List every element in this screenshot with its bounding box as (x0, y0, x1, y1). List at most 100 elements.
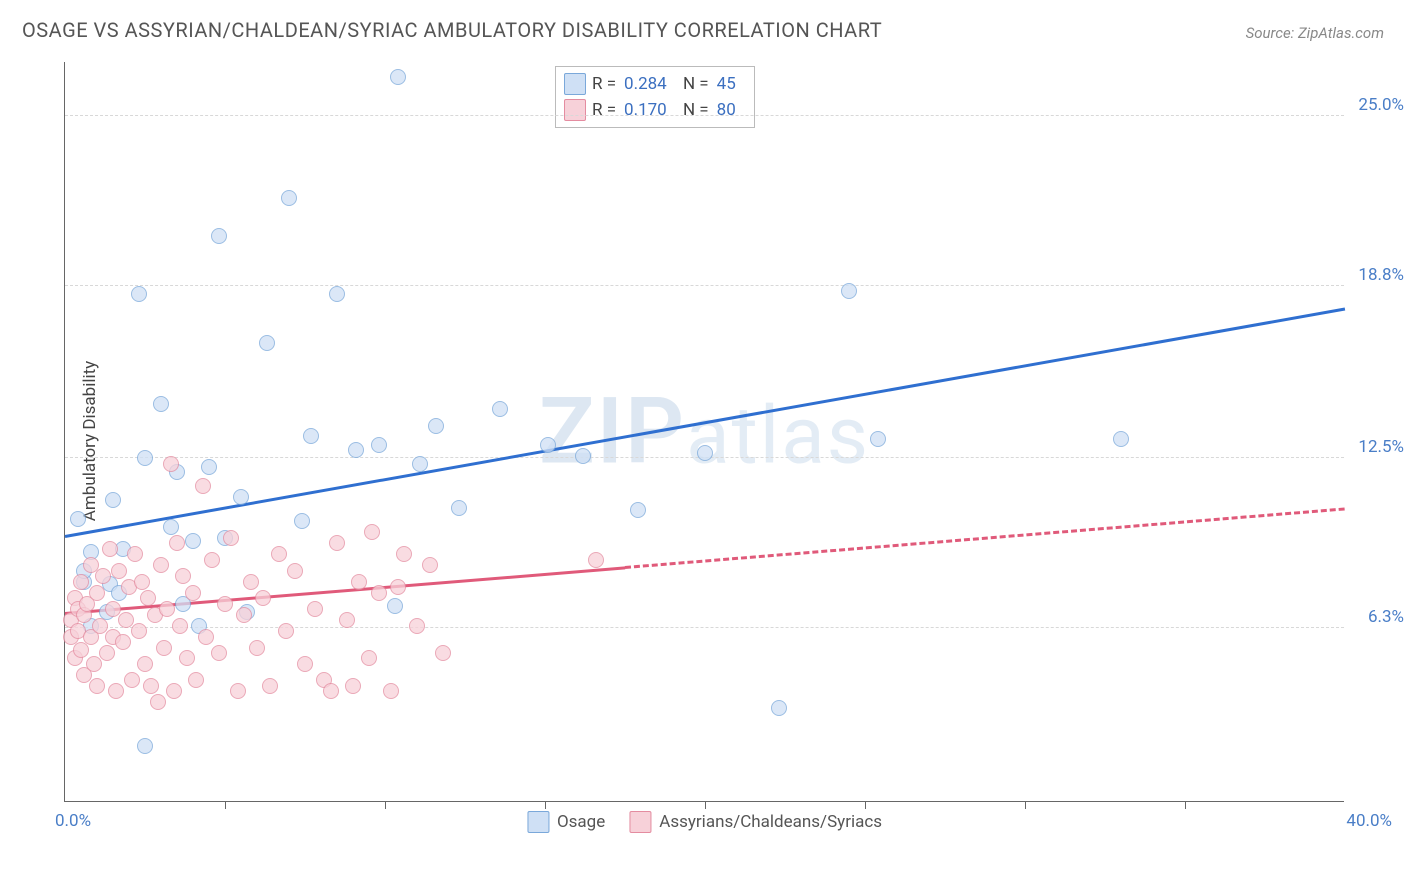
data-point (204, 552, 220, 568)
data-point (169, 535, 185, 551)
data-point (297, 656, 313, 672)
data-point (422, 557, 438, 573)
data-point (281, 190, 297, 206)
r-value-pink: 0.170 (622, 100, 673, 120)
chart-title: OSAGE VS ASSYRIAN/CHALDEAN/SYRIAC AMBULA… (22, 18, 882, 42)
data-point (163, 519, 179, 535)
legend-swatch-pink (564, 99, 586, 121)
n-value-pink: 80 (715, 100, 742, 120)
data-point (201, 459, 217, 475)
data-point (137, 450, 153, 466)
data-point (185, 533, 201, 549)
data-point (86, 656, 102, 672)
y-tick-label: 12.5% (1358, 437, 1404, 457)
x-tick (385, 801, 386, 809)
data-point (870, 431, 886, 447)
data-point (243, 574, 259, 590)
data-point (153, 396, 169, 412)
data-point (630, 502, 646, 518)
stats-row: R = 0.170 N = 80 (564, 97, 742, 123)
y-tick-label: 18.8% (1358, 265, 1404, 285)
data-point (198, 629, 214, 645)
data-point (262, 678, 278, 694)
trend-line (65, 307, 1346, 537)
data-point (259, 335, 275, 351)
data-point (329, 535, 345, 551)
data-point (351, 574, 367, 590)
x-tick (1025, 801, 1026, 809)
data-point (137, 738, 153, 754)
data-point (278, 623, 294, 639)
data-point (371, 585, 387, 601)
data-point (287, 563, 303, 579)
gridline (65, 627, 1344, 628)
data-point (451, 500, 467, 516)
data-point (150, 694, 166, 710)
data-point (383, 683, 399, 699)
data-point (249, 640, 265, 656)
data-point (396, 546, 412, 562)
data-point (307, 601, 323, 617)
data-point (143, 678, 159, 694)
watermark: ZIPatlas (539, 378, 870, 485)
data-point (89, 678, 105, 694)
data-point (348, 442, 364, 458)
legend-label: Osage (557, 812, 605, 832)
data-point (303, 428, 319, 444)
data-point (211, 228, 227, 244)
data-point (159, 601, 175, 617)
series-legend: Osage Assyrians/Chaldeans/Syriacs (527, 811, 882, 833)
data-point (294, 513, 310, 529)
data-point (211, 645, 227, 661)
data-point (195, 478, 211, 494)
data-point (108, 683, 124, 699)
data-point (188, 672, 204, 688)
data-point (841, 283, 857, 299)
data-point (387, 598, 403, 614)
stats-legend: R = 0.284 N = 45 R = 0.170 N = 80 (555, 66, 755, 128)
data-point (435, 645, 451, 661)
data-point (172, 618, 188, 634)
data-point (73, 642, 89, 658)
trend-line (625, 508, 1345, 570)
x-tick (225, 801, 226, 809)
n-value-blue: 45 (715, 74, 742, 94)
data-point (339, 612, 355, 628)
data-point (323, 683, 339, 699)
data-point (70, 511, 86, 527)
plot-area: ZIPatlas R = 0.284 N = 45 R = 0.170 N = … (64, 62, 1344, 802)
legend-swatch-blue (564, 73, 586, 95)
data-point (175, 568, 191, 584)
data-point (131, 623, 147, 639)
data-point (127, 546, 143, 562)
data-point (99, 645, 115, 661)
source-attribution: Source: ZipAtlas.com (1246, 24, 1384, 42)
data-point (166, 683, 182, 699)
data-point (412, 456, 428, 472)
data-point (95, 568, 111, 584)
data-point (105, 492, 121, 508)
data-point (390, 579, 406, 595)
data-point (124, 672, 140, 688)
data-point (540, 437, 556, 453)
data-point (163, 456, 179, 472)
y-tick-label: 25.0% (1358, 95, 1404, 115)
y-tick-label: 6.3% (1368, 607, 1404, 627)
data-point (492, 401, 508, 417)
data-point (73, 574, 89, 590)
data-point (131, 286, 147, 302)
data-point (697, 445, 713, 461)
x-tick (1185, 801, 1186, 809)
data-point (179, 650, 195, 666)
data-point (255, 590, 271, 606)
x-tick (545, 801, 546, 809)
x-axis-min-label: 0.0% (55, 811, 91, 831)
r-value-blue: 0.284 (622, 74, 673, 94)
data-point (134, 574, 150, 590)
data-point (156, 640, 172, 656)
stats-row: R = 0.284 N = 45 (564, 71, 742, 97)
chart-container: Ambulatory Disability ZIPatlas R = 0.284… (46, 56, 1386, 826)
data-point (361, 650, 377, 666)
legend-label: Assyrians/Chaldeans/Syriacs (659, 812, 882, 832)
data-point (364, 524, 380, 540)
